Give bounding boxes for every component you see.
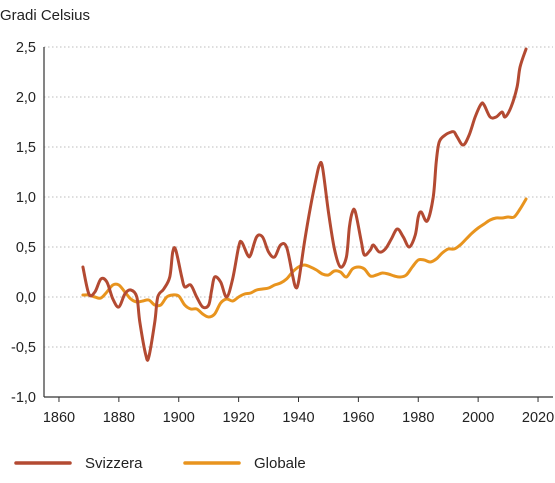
x-tick-label: 1960 — [342, 410, 374, 426]
series-line-svizzera — [81, 47, 528, 362]
x-tick-label: 1860 — [43, 410, 75, 426]
y-tick-label: -1,0 — [11, 390, 36, 406]
axes — [43, 47, 553, 398]
y-tick-label: 2,5 — [16, 40, 36, 56]
y-tick-label: 1,5 — [16, 140, 36, 156]
legend-label-svizzera: Svizzera — [85, 455, 143, 472]
y-tick-label: 1,0 — [16, 190, 36, 206]
x-tick-label: 1980 — [402, 410, 434, 426]
x-tick-label: 1920 — [222, 410, 254, 426]
y-tick-label: 2,0 — [16, 90, 36, 106]
y-tick-label: 0,0 — [16, 290, 36, 306]
y-tick-labels: -1,0 -0,5 0,0 0,5 1,0 1,5 2,0 2,5 — [11, 40, 36, 406]
legend: Svizzera Globale — [14, 455, 306, 472]
y-axis-label: Gradi Celsius — [0, 7, 90, 24]
y-tick-label: 0,5 — [16, 240, 36, 256]
x-tick-labels: 1860 1880 1900 1920 1940 1960 1980 2000 2020 — [43, 397, 554, 426]
legend-label-globale: Globale — [254, 455, 306, 472]
series-line-globale — [81, 197, 528, 319]
series-lines — [81, 47, 528, 362]
x-tick-label: 1940 — [282, 410, 314, 426]
x-tick-label: 1900 — [163, 410, 195, 426]
x-tick-label: 1880 — [103, 410, 135, 426]
x-tick-label: 2020 — [522, 410, 554, 426]
y-tick-label: -0,5 — [11, 340, 36, 356]
x-tick-label: 2000 — [462, 410, 494, 426]
